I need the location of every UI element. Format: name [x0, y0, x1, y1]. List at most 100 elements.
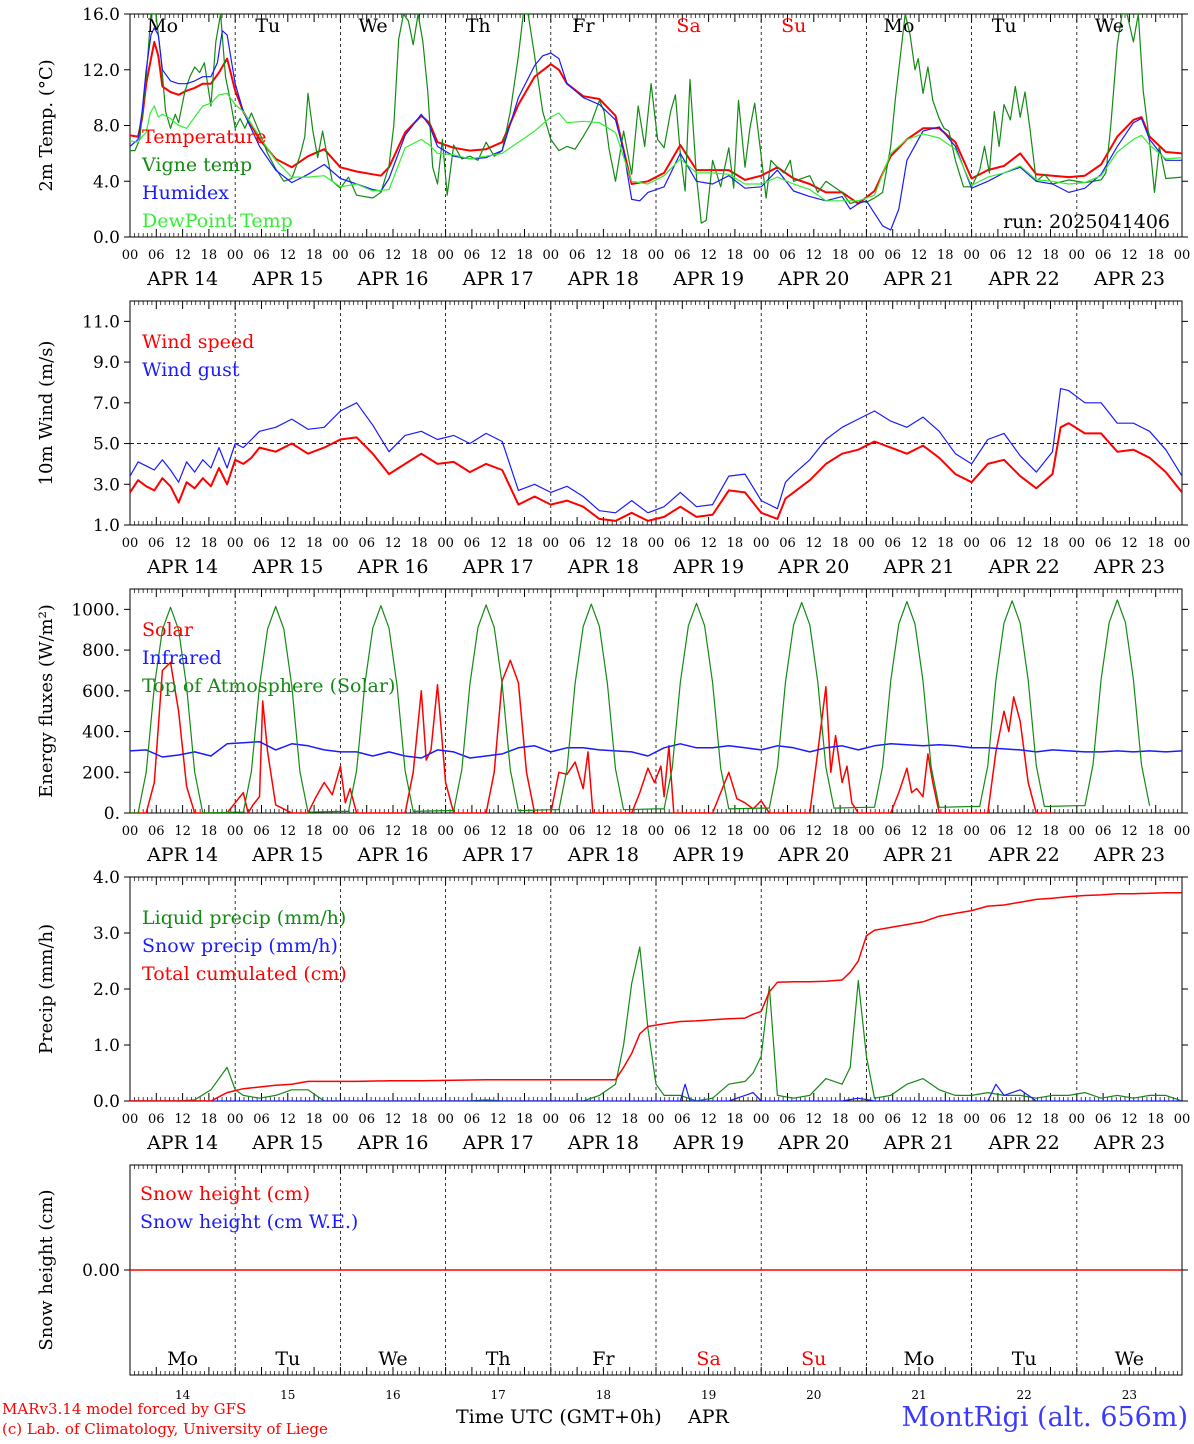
hour-label: 12 — [280, 536, 297, 551]
panel-wind: 1.0 3.0 5.0 7.0 9.0 11.0 10m Wind (m/s) Wind sp… — [36, 300, 1191, 578]
hour-label: 06 — [1095, 1112, 1112, 1127]
date-label: APR 21 — [882, 268, 954, 290]
hour-label: 06 — [674, 536, 691, 551]
hour-label: 18 — [727, 536, 744, 551]
hour-label: 18 — [621, 248, 638, 263]
hour-label: 18 — [727, 248, 744, 263]
date-label: APR 21 — [882, 556, 954, 578]
hour-label: 00 — [1069, 248, 1086, 263]
hour-label: 12 — [700, 824, 717, 839]
hour-label: 00 — [1069, 1112, 1086, 1127]
hour-label: 06 — [148, 536, 165, 551]
hour-label: 06 — [358, 248, 375, 263]
hour-label: 18 — [832, 824, 849, 839]
y-axis-label: 10m Wind (m/s) — [36, 341, 57, 486]
date-label: APR 14 — [146, 1132, 218, 1154]
hour-label: 06 — [1095, 824, 1112, 839]
day-number-label: 18 — [596, 1388, 611, 1402]
hour-label: 06 — [358, 1112, 375, 1127]
hour-label: 06 — [674, 248, 691, 263]
hour-label: 12 — [806, 824, 823, 839]
legend-total-cumulated-cm-: Total cumulated (cm) — [142, 963, 347, 985]
hour-label: 00 — [648, 536, 665, 551]
hour-label: 18 — [201, 824, 218, 839]
hour-label: 06 — [464, 248, 481, 263]
hour-label: 18 — [201, 536, 218, 551]
date-label: APR 18 — [567, 556, 639, 578]
day-number-label: 16 — [385, 1388, 400, 1402]
date-label: APR 22 — [988, 1132, 1060, 1154]
legend-top-of-atmosphere-solar-: Top of Atmosphere (Solar) — [142, 675, 395, 697]
hour-label: 12 — [595, 248, 612, 263]
y-tick-label: 3.0 — [93, 475, 120, 495]
hour-label: 00 — [963, 1112, 980, 1127]
hour-label: 18 — [832, 1112, 849, 1127]
hour-label: 00 — [1174, 1112, 1191, 1127]
hour-label: 12 — [385, 536, 402, 551]
hour-label: 12 — [280, 1112, 297, 1127]
hour-label: 12 — [595, 536, 612, 551]
hour-label: 18 — [411, 536, 428, 551]
hour-label: 00 — [1069, 824, 1086, 839]
hour-label: 00 — [543, 1112, 560, 1127]
hour-label: 06 — [884, 248, 901, 263]
date-label: APR 18 — [567, 844, 639, 866]
hour-label: 00 — [753, 1112, 770, 1127]
hour-label: 18 — [832, 536, 849, 551]
hour-label: 06 — [569, 536, 586, 551]
weekday-label: Sa — [696, 1348, 720, 1370]
hour-label: 00 — [543, 824, 560, 839]
date-label: APR 16 — [356, 556, 428, 578]
hour-label: 06 — [358, 536, 375, 551]
y-tick-label: 0. — [104, 804, 120, 824]
hour-label: 00 — [1174, 536, 1191, 551]
weekday-label: We — [1095, 15, 1124, 37]
hour-label: 00 — [858, 1112, 875, 1127]
series-line-top-of-atmosphere-solar- — [130, 599, 1151, 813]
hour-label: 00 — [858, 248, 875, 263]
day-number-label: 22 — [1017, 1388, 1032, 1402]
hour-label: 06 — [569, 1112, 586, 1127]
hour-label: 18 — [411, 824, 428, 839]
y-tick-label: 0.0 — [93, 228, 120, 248]
hour-label: 12 — [700, 536, 717, 551]
weekday-label: Mo — [167, 1348, 198, 1370]
hour-label: 12 — [1121, 536, 1138, 551]
y-axis-label: Energy fluxes (W/m²) — [36, 604, 57, 798]
hour-label: 00 — [122, 824, 139, 839]
hour-label: 06 — [674, 1112, 691, 1127]
hour-label: 00 — [122, 1112, 139, 1127]
hour-label: 00 — [753, 536, 770, 551]
hour-label: 06 — [253, 1112, 270, 1127]
hour-label: 00 — [858, 536, 875, 551]
date-label: APR 15 — [251, 268, 323, 290]
day-number-label: 15 — [280, 1388, 295, 1402]
hour-label: 00 — [648, 824, 665, 839]
weekday-label: We — [378, 1348, 407, 1370]
hour-label: 06 — [779, 248, 796, 263]
hour-label: 06 — [990, 824, 1007, 839]
hour-label: 12 — [280, 824, 297, 839]
weekday-label: We — [1115, 1348, 1144, 1370]
hour-label: 06 — [884, 536, 901, 551]
hour-label: 18 — [621, 536, 638, 551]
hour-label: 18 — [621, 824, 638, 839]
hour-label: 00 — [648, 248, 665, 263]
y-tick-label: 5.0 — [93, 435, 120, 455]
date-label: APR 16 — [356, 268, 428, 290]
hour-label: 12 — [385, 1112, 402, 1127]
y-axis-label: Precip (mm/h) — [36, 924, 57, 1054]
hour-label: 00 — [858, 824, 875, 839]
series-line-solar — [130, 659, 1053, 813]
weekday-label: Tu — [1012, 1348, 1037, 1370]
hour-label: 06 — [464, 1112, 481, 1127]
date-label: APR 14 — [146, 844, 218, 866]
date-label: APR 20 — [777, 556, 849, 578]
hour-label: 18 — [937, 248, 954, 263]
weekday-label: Sa — [676, 15, 700, 37]
hour-label: 12 — [806, 1112, 823, 1127]
hour-label: 06 — [464, 536, 481, 551]
hour-label: 06 — [569, 824, 586, 839]
hour-label: 12 — [700, 1112, 717, 1127]
